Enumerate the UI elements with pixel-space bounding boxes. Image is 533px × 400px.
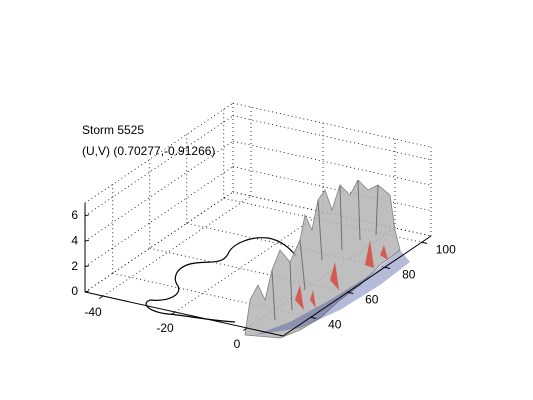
grid-line (102, 195, 252, 297)
y-tick-label: 100 (436, 242, 456, 256)
chart-subtitle: (U,V) (0.70277,-0.91266) (82, 144, 215, 158)
z-tick (84, 265, 90, 268)
x-tick (99, 295, 104, 299)
z-tick-label: 6 (71, 208, 78, 222)
grid-line (84, 191, 234, 293)
z-tick-label: 4 (71, 233, 78, 247)
contour (149, 237, 297, 301)
grid-line (84, 166, 234, 267)
z-tick-label: 0 (71, 284, 78, 298)
y-tick-label: 60 (365, 292, 379, 306)
z-tick (84, 239, 90, 242)
grid-layer (84, 102, 432, 329)
y-tick (384, 266, 391, 269)
z-tick-label: 2 (71, 259, 78, 273)
x-tick-label: 0 (234, 337, 241, 351)
surface-base (255, 250, 410, 335)
y-tick (310, 316, 317, 319)
grid-line (84, 115, 234, 217)
y-tick-label: 80 (402, 267, 416, 281)
contour (145, 299, 236, 323)
axis-layer: -40 -20 0 40 60 80 100 0 2 4 6 (71, 203, 456, 351)
x-axis (84, 291, 284, 337)
x-tick-label: -20 (156, 321, 174, 335)
z-tick (84, 214, 90, 217)
y-axis (282, 235, 432, 337)
surface-shade (271, 179, 379, 321)
x-tick (171, 311, 176, 315)
box-edge (84, 102, 234, 204)
grid-line (174, 211, 324, 313)
grid-line (84, 140, 234, 242)
y-tick (347, 291, 354, 294)
x-tick-label: -40 (84, 305, 102, 319)
y-tick-label: 40 (328, 317, 342, 331)
chart-title: Storm 5525 (82, 123, 144, 137)
x-tick (243, 327, 248, 331)
y-tick (421, 241, 428, 244)
